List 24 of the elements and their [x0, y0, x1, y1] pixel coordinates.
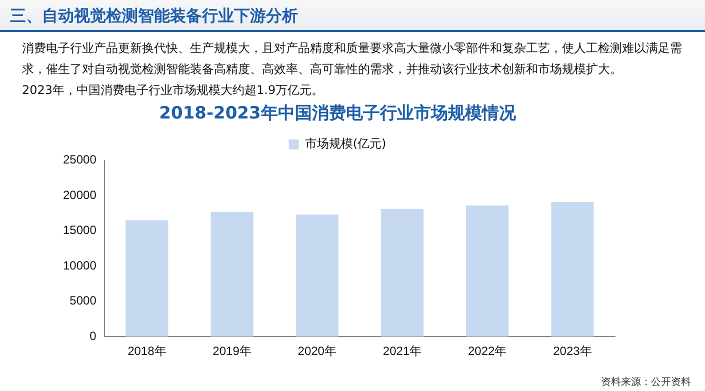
text: 三、自动视觉检测智能装备行业下游分析	[0, 0, 705, 32]
text: 资料来源：公开资料	[601, 376, 691, 389]
y-tick-label: 0	[90, 328, 97, 343]
bar	[466, 206, 509, 337]
bar	[210, 212, 254, 337]
bar	[380, 209, 424, 337]
y-tick-label: 15000	[62, 223, 97, 238]
text: 2023年，中国消费电子行业市场规模大约超1.9万亿元。	[22, 82, 325, 99]
bar	[296, 214, 338, 337]
x-tick-label: 2021年	[382, 344, 422, 358]
y-tick-label: 20000	[62, 188, 97, 202]
y-tick-label: 25000	[62, 152, 97, 167]
x-tick-label: 2023年	[553, 344, 592, 358]
y-tick-label: 5000	[70, 294, 97, 308]
text: 消费电子行业产品更新换代快、生产规模大，且对产品精度和质量要求高大量微小零部件和复杂工艺，使人工检测难以满足需求，催生了对自动视觉检测智能装备高精度、高效率、高可靠性的需求，并推动该行业技术创新和市场规模扩大。	[22, 40, 683, 78]
y-tick-label: 10000	[62, 258, 97, 272]
chart-title: 2018-2023年中国消费电子行业市场规模情况	[159, 104, 517, 124]
x-tick-label: 2019年	[212, 344, 252, 358]
x-tick-label: 2018年	[128, 344, 166, 358]
x-tick-label: 2022年	[468, 344, 507, 358]
x-tick-label: 2020年	[298, 344, 336, 358]
legend-label: 市场规模(亿元)	[304, 136, 386, 151]
bar	[551, 202, 594, 337]
bar	[126, 220, 168, 337]
